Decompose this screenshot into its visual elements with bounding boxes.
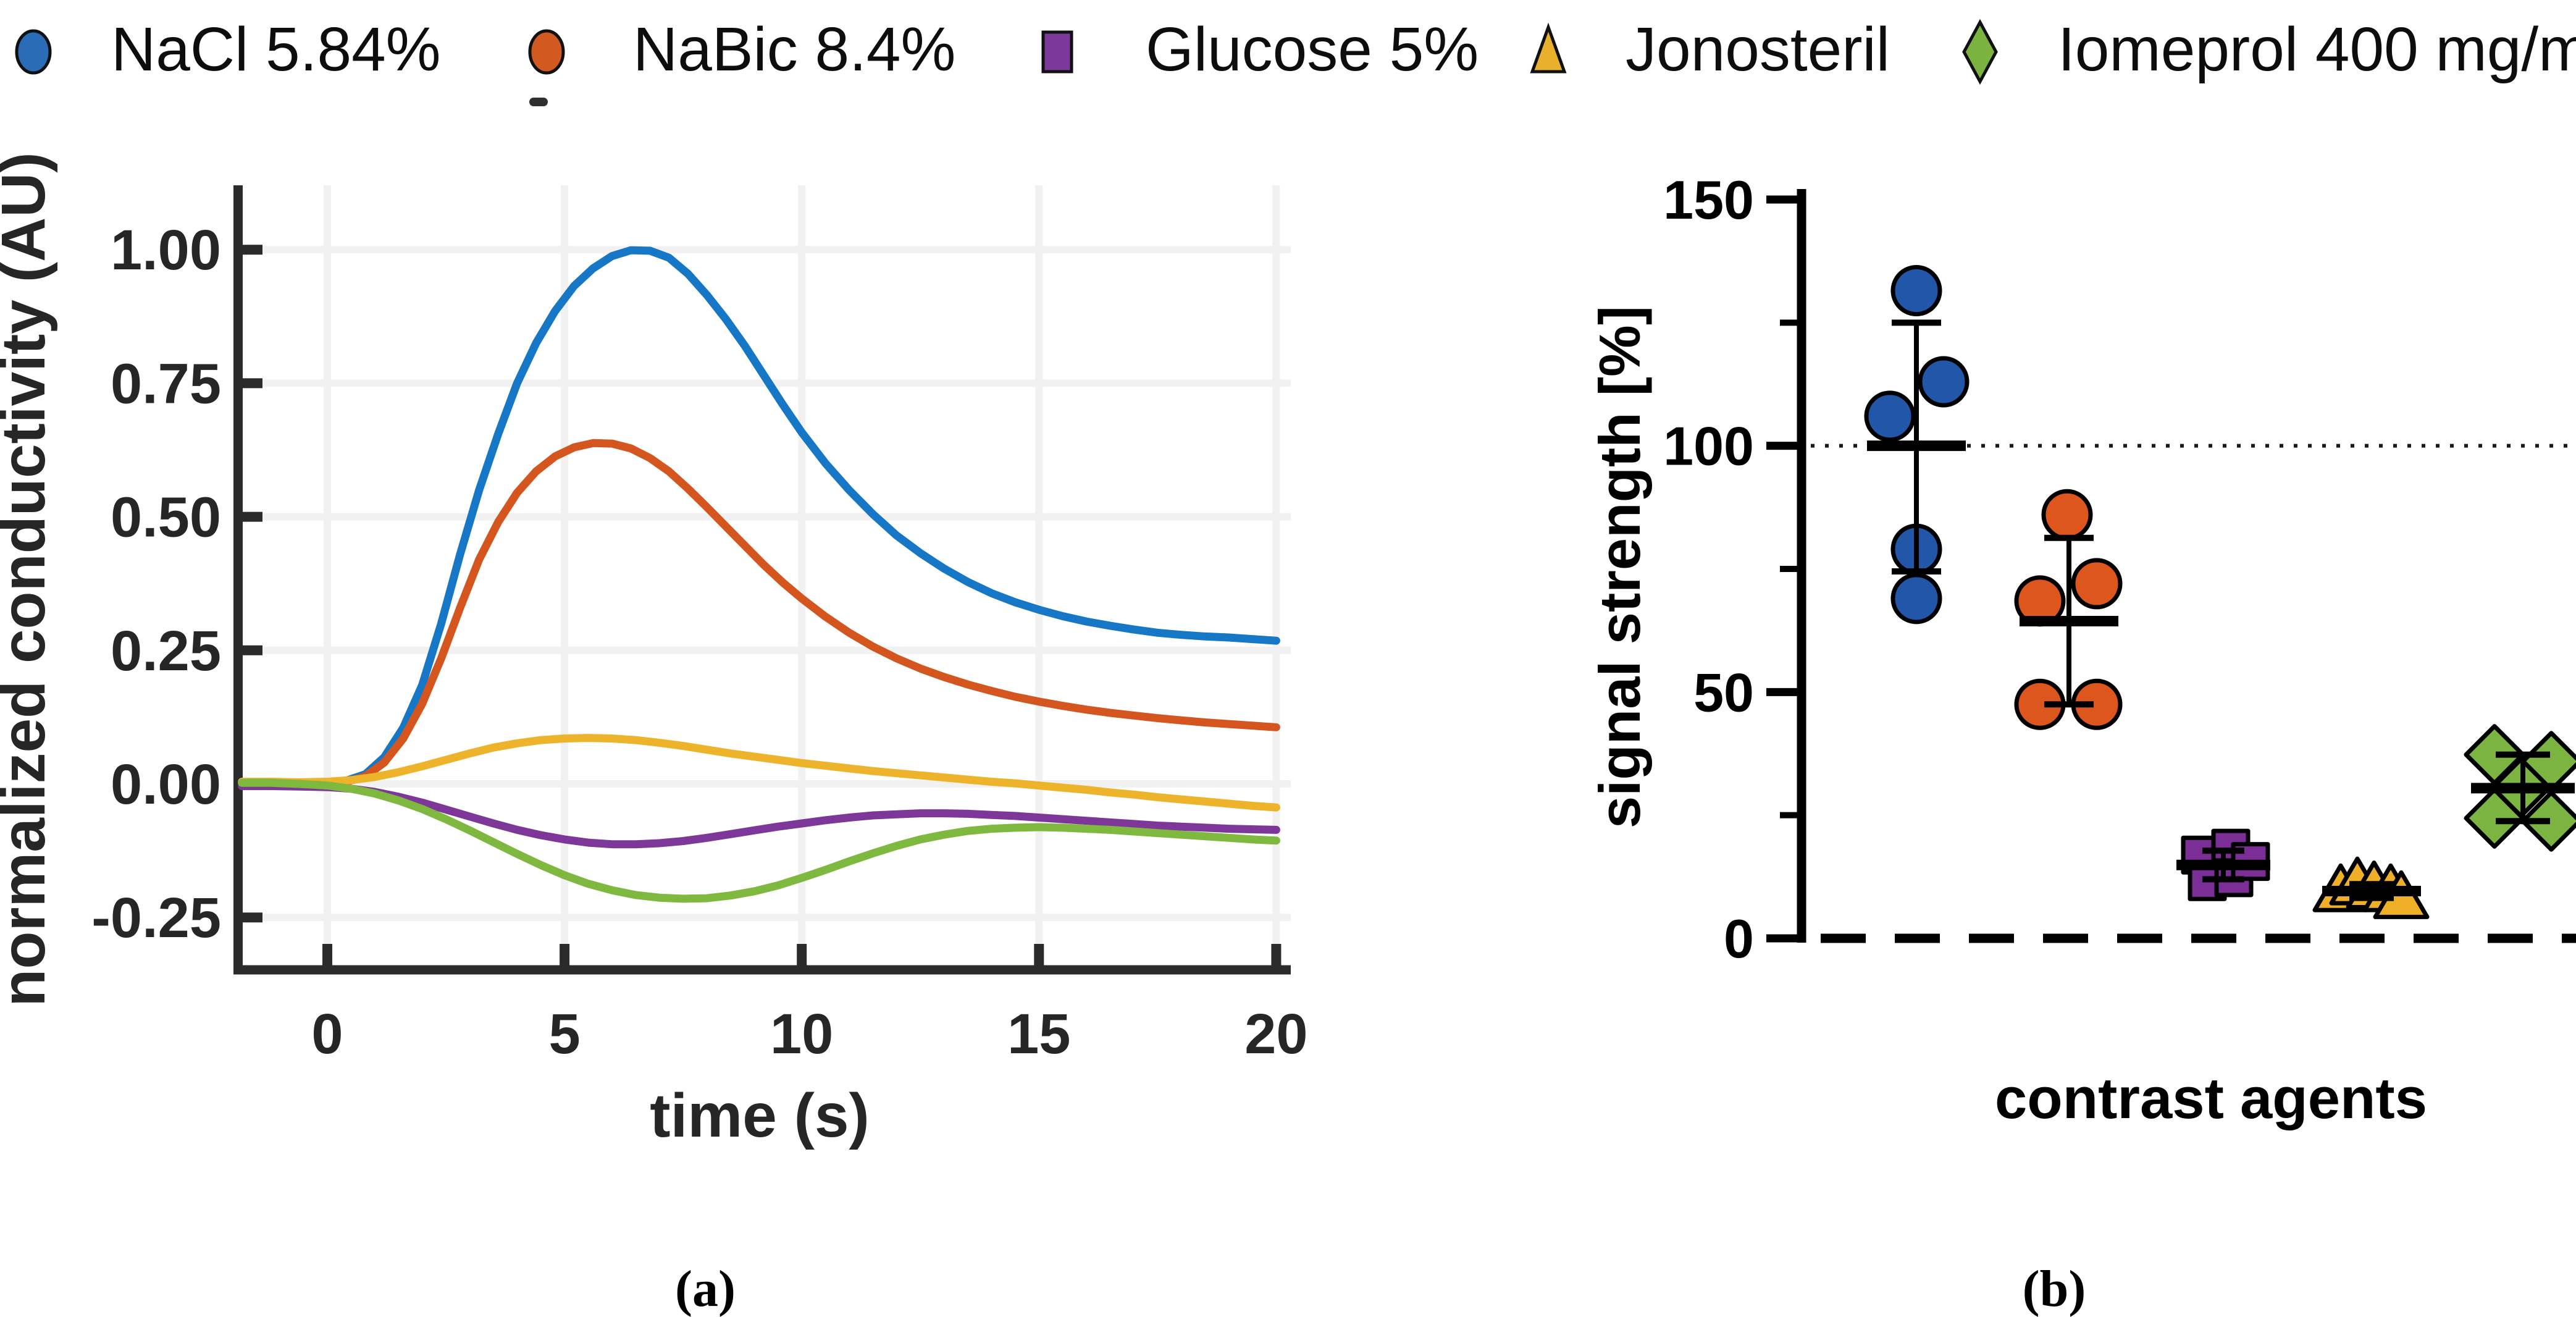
legend-marker-square-icon xyxy=(1041,30,1073,74)
y-tick-label: 0.75 xyxy=(111,352,221,415)
y-tick-label: 0.00 xyxy=(111,753,221,816)
legend-item-label: Jonosteril xyxy=(1626,15,1890,84)
legend-marker-triangle-icon xyxy=(1530,22,1567,74)
legend-item-label: Glucose 5% xyxy=(1146,15,1479,84)
scatter-group-jonosteril xyxy=(2312,856,2430,919)
scatter-group-glucose-5- xyxy=(2176,828,2270,901)
scatter-group-iomeprol-400-mg-ml xyxy=(2464,724,2576,852)
circle-glyph xyxy=(528,29,565,75)
y-tick-label: 1.00 xyxy=(111,219,221,282)
y-tick-label: 0.50 xyxy=(111,486,221,549)
curve-jonosteril xyxy=(238,734,1280,812)
y-axis-label: signal strength [%] xyxy=(1587,306,1652,828)
scatter-group-nacl-5-84- xyxy=(1864,265,1970,625)
curve-nacl-5-84- xyxy=(238,246,1280,788)
y-axis-label: normalized conductivity (AU) xyxy=(0,152,58,1006)
data-point-marker xyxy=(1864,390,1916,442)
diamond-glyph xyxy=(1962,19,1998,85)
x-tick-label: 0 xyxy=(311,1003,343,1066)
legend-item-label: NaBic 8.4% xyxy=(633,15,956,84)
data-point-marker xyxy=(1890,573,1942,625)
scatter-chart-panel: 0 50 100 150 contrast agents signal strength … xyxy=(1587,169,2576,1130)
legend-marker-circle-icon xyxy=(15,29,52,75)
x-axis-label: contrast agents xyxy=(1995,1066,2427,1130)
square-glyph xyxy=(1041,30,1073,74)
curve-nabic-8-4- xyxy=(238,439,1280,789)
data-point-marker xyxy=(2464,787,2525,849)
data-point-marker xyxy=(2041,489,2093,541)
x-tick-label: 15 xyxy=(1007,1003,1070,1066)
curve-glucose-5- xyxy=(238,782,1280,849)
legend: NaCl 5.84% NaBic 8.4% Glucose 5% Jonosteril… xyxy=(0,0,2576,99)
y-tick-label: 150 xyxy=(1663,169,1754,230)
scatter-group-nabic-8-4- xyxy=(2014,489,2123,730)
x-tick-label: 10 xyxy=(770,1003,833,1066)
triangle-glyph xyxy=(1530,22,1567,74)
line-chart-panel: 1.00 0.75 0.50 0.25 0.00 -0.25 0 5 10 15 20 time (s… xyxy=(0,152,1308,1150)
grid xyxy=(243,185,1291,966)
y-tick-label: 0 xyxy=(1724,908,1754,969)
data-point-marker xyxy=(1918,356,1970,408)
y-tick-label: 0.25 xyxy=(111,620,221,683)
y-tick-label: 50 xyxy=(1693,662,1754,723)
curve-iomeprol-400-mg-ml xyxy=(238,778,1280,903)
y-tick-label: 100 xyxy=(1663,416,1754,477)
y-tick-label: -0.25 xyxy=(91,886,221,949)
caption-b: (b) xyxy=(2022,1260,2086,1317)
x-tick-label: 20 xyxy=(1244,1003,1307,1066)
stray-mark xyxy=(529,98,548,106)
x-tick-label: 5 xyxy=(549,1003,581,1066)
data-point-marker xyxy=(2071,558,2123,610)
x-axis-label: time (s) xyxy=(650,1081,870,1150)
legend-marker-circle-icon xyxy=(528,29,565,75)
legend-item-label: NaCl 5.84% xyxy=(111,15,441,84)
caption-a: (a) xyxy=(675,1260,736,1317)
legend-marker-diamond-icon xyxy=(1962,19,1998,85)
data-point-marker xyxy=(1890,265,1942,317)
circle-glyph xyxy=(15,29,52,75)
legend-item-label: Iomeprol 400 mg/mL xyxy=(2058,15,2576,84)
